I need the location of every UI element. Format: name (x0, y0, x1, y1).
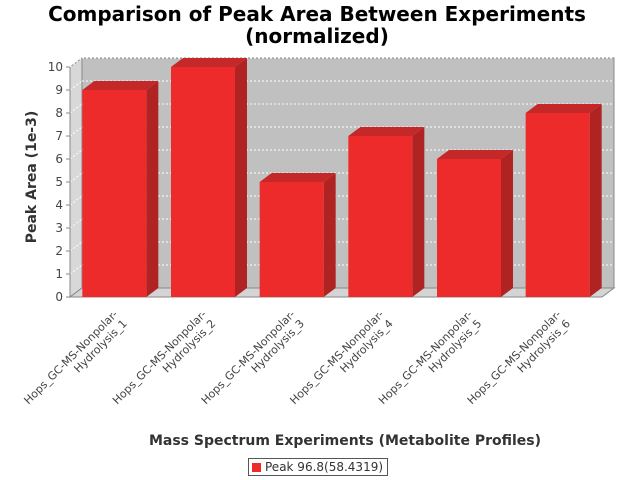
chart-title-line-2: (normalized) (245, 24, 389, 48)
gridline-side (69, 103, 83, 114)
bar (525, 104, 602, 297)
y-tick-label: 7 (55, 129, 63, 143)
bar-front (525, 113, 590, 297)
gridline-side (69, 195, 83, 206)
bar-side (412, 127, 425, 297)
gridline-side (69, 241, 83, 252)
gridline-side (69, 126, 83, 137)
y-axis-title: Peak Area (1e-3) (24, 111, 40, 244)
bar-top (348, 127, 425, 136)
bar-side (323, 173, 336, 297)
bar-top (525, 104, 602, 113)
legend: Peak 96.8(58.4319) (248, 458, 389, 476)
y-tick-label: 5 (55, 175, 63, 189)
gridline-side (69, 57, 83, 68)
bar-side (235, 58, 247, 297)
bar-front (348, 136, 413, 297)
bar-front (82, 90, 147, 297)
y-tick-label: 2 (55, 244, 63, 258)
bar (259, 173, 336, 297)
gridline-side (69, 264, 83, 275)
y-tick-label: 9 (55, 83, 63, 97)
bar-top (171, 58, 247, 67)
legend-swatch (252, 462, 261, 472)
y-tick-label: 0 (55, 290, 63, 304)
bar-side (146, 81, 159, 297)
gridline-side (69, 172, 83, 183)
bar-front (259, 182, 324, 297)
chart-title-line-1: Comparison of Peak Area Between Experime… (48, 2, 586, 26)
bar-front (437, 159, 501, 297)
bar-front (171, 67, 235, 297)
gridline-side (69, 218, 83, 229)
bar (171, 58, 247, 297)
y-tick-label: 6 (55, 152, 63, 166)
bar (82, 81, 159, 297)
y-tick-label: 8 (55, 106, 63, 120)
bar-side (501, 150, 513, 297)
x-axis-title: Mass Spectrum Experiments (Metabolite Pr… (149, 433, 541, 449)
y-tick-label: 3 (55, 221, 63, 235)
legend-label: Peak 96.8(58.4319) (265, 460, 384, 474)
y-tick-label: 1 (55, 267, 63, 281)
y-tick-label: 10 (48, 60, 63, 74)
bar-top (82, 81, 159, 90)
bar-top (437, 150, 513, 159)
bar (348, 127, 425, 297)
bar-top (259, 173, 336, 182)
x-tick-label-line: Hops_GC-MS-Nonpolar- (21, 308, 120, 407)
y-tick-label: 4 (55, 198, 63, 212)
gridline-side (69, 149, 83, 160)
gridline-side (69, 80, 83, 91)
bar (437, 150, 513, 297)
bar-side (589, 104, 602, 297)
plot-side-wall (69, 57, 83, 298)
